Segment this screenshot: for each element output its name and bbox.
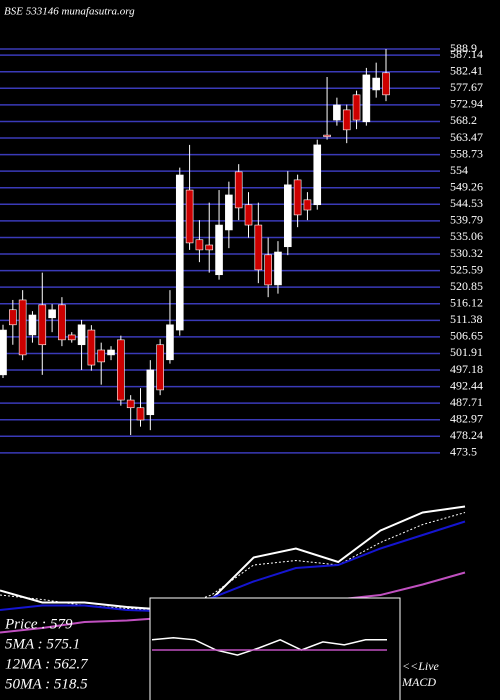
candle-body [352, 94, 361, 121]
candle-body [126, 399, 135, 409]
candle-body [244, 204, 253, 226]
y-tick-label: 473.5 [450, 445, 477, 459]
candle-body [185, 189, 194, 244]
candle-body [313, 144, 322, 206]
candle-body [166, 324, 174, 361]
y-tick-label: 588.9 [450, 41, 477, 55]
candle-body [303, 199, 312, 211]
y-tick-label: 554 [450, 163, 468, 177]
candle-body [382, 72, 390, 96]
indicator-line [0, 520, 466, 613]
candle-body [215, 224, 223, 276]
y-tick-label: 577.67 [450, 80, 483, 94]
candle-body [9, 309, 17, 326]
candle-body [48, 309, 56, 319]
y-tick-label: 530.32 [450, 246, 483, 260]
y-tick-label: 558.73 [450, 146, 483, 160]
candle-body [38, 304, 47, 346]
candle-body [175, 174, 184, 331]
candle-body [67, 334, 76, 341]
legend-entry: 50MA : 518.5 [5, 676, 88, 692]
y-tick-label: 497.18 [450, 362, 483, 376]
y-tick-label: 549.26 [450, 179, 483, 193]
y-tick-label: 501.91 [450, 345, 483, 359]
y-tick-label: 539.79 [450, 213, 483, 227]
candle-body [323, 134, 331, 137]
chart-title: BSE 533146 munafasutra.org [4, 6, 135, 18]
candle-body [87, 329, 96, 366]
candle-body [156, 344, 164, 391]
candle-body [342, 109, 351, 131]
candle-body [117, 339, 125, 401]
candle-body [254, 224, 263, 271]
candle-body [293, 179, 302, 216]
y-tick-label: 516.12 [450, 295, 483, 309]
candle-body [18, 299, 27, 356]
candle-body [205, 244, 214, 251]
y-tick-label: 587.14 [450, 47, 483, 61]
indicator-line [0, 512, 466, 611]
y-tick-label: 520.85 [450, 279, 483, 293]
indicator-line [0, 505, 466, 612]
y-tick-label: 525.59 [450, 262, 483, 276]
candle-body [58, 304, 66, 341]
candle-body [107, 349, 115, 356]
y-tick-label: 563.47 [450, 130, 483, 144]
candle-body [195, 239, 204, 251]
candle-body [264, 254, 272, 286]
candle-body [274, 251, 282, 286]
macd-label: MACD [401, 675, 436, 689]
macd-line [151, 637, 387, 656]
legend-entry: Price : 579 [4, 616, 73, 632]
candle-body [283, 184, 292, 248]
y-tick-label: 482.97 [450, 412, 483, 426]
y-tick-label: 582.41 [450, 63, 483, 77]
legend-entry: 5MA : 575.1 [5, 636, 80, 652]
y-tick-label: 544.53 [450, 196, 483, 210]
y-tick-label: 492.44 [450, 378, 483, 392]
legend-entry: 12MA : 562.7 [5, 656, 89, 672]
candle-body [97, 349, 106, 363]
candle-body [362, 74, 371, 123]
y-tick-label: 572.94 [450, 97, 483, 111]
candle-body [146, 369, 155, 416]
candle-body [234, 171, 243, 209]
macd-label: <<Live [402, 659, 440, 673]
candle-body [77, 324, 86, 346]
y-tick-label: 478.24 [450, 428, 483, 442]
candle-body [136, 407, 145, 421]
candle-body [28, 314, 37, 336]
candle-body [333, 104, 341, 121]
macd-panel [149, 597, 401, 700]
y-tick-label: 506.65 [450, 329, 483, 343]
y-tick-label: 568.2 [450, 113, 477, 127]
y-tick-label: 535.06 [450, 229, 483, 243]
y-tick-label: 487.71 [450, 395, 483, 409]
candle-body [225, 194, 233, 231]
candle-body [0, 329, 7, 376]
y-tick-label: 511.38 [450, 312, 483, 326]
candle-body [372, 77, 380, 91]
